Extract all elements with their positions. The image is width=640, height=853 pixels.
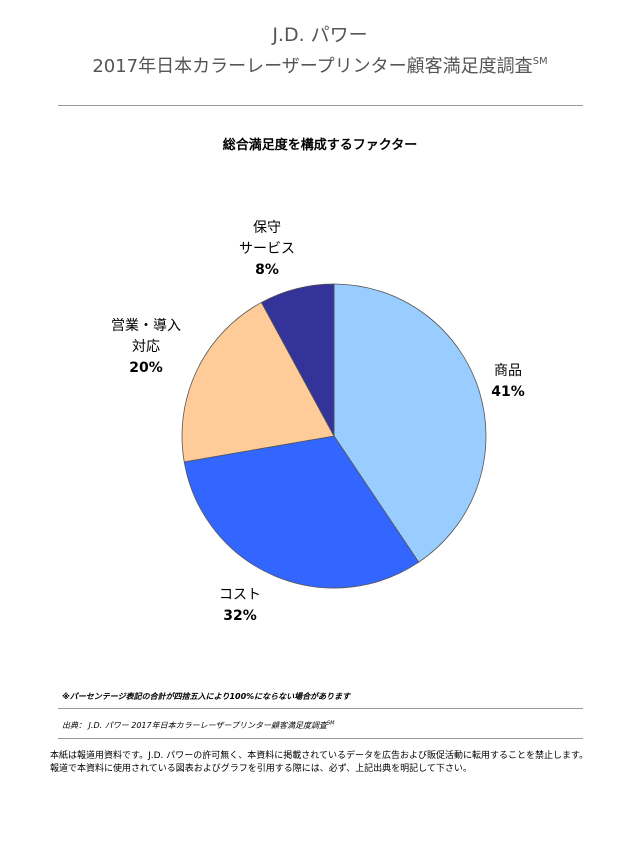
slice-label-sales-name-1: 営業・導入 [111,318,181,334]
slice-label-product: 商品 41% [478,361,538,403]
slice-label-sales-value: 20% [129,360,163,376]
survey-title-text: 2017年日本カラーレーザープリンター顧客満足度調査 [92,56,533,77]
service-mark: SM [532,56,548,67]
disclaimer-text-2: 報道で本資料に使用されている図表およびグラフを引用する際には、必ず、上記出典を明… [50,764,472,774]
survey-title: 2017年日本カラーレーザープリンター顧客満足度調査SM [0,52,640,78]
source-divider [58,738,583,739]
pie-slice-cost [183,435,420,589]
slice-label-cost-value: 32% [223,608,257,624]
disclaimer: 本紙は報道用資料です。J.D. パワーの許可無く、本資料に掲載されているデータを… [50,750,595,776]
slice-label-cost: コスト 32% [205,585,275,627]
pie-slice-maintenance [260,283,335,437]
slice-label-product-name: 商品 [494,363,522,379]
slice-label-sales-name-2: 対応 [132,339,160,355]
slice-label-maintenance: 保守 サービス 8% [222,218,312,281]
rounding-note: ※パーセンテージ表記の合計が四捨五入により100%にならない場合があります [62,692,351,701]
source-label: 出典： [62,721,86,730]
pie-slice-product [333,283,487,563]
header-divider [58,105,583,106]
brand-title: J.D. パワー [272,24,368,46]
slice-label-maintenance-value: 8% [255,262,279,278]
slice-label-cost-name: コスト [219,587,261,603]
source-service-mark: SM [326,720,335,727]
source-text: J.D. パワー 2017年日本カラーレーザープリンター顧客満足度調査 [88,721,327,730]
note-divider [58,708,583,709]
chart-title: 総合満足度を構成するファクター [222,138,418,153]
source-line: 出典： J.D. パワー 2017年日本カラーレーザープリンター顧客満足度調査S… [62,720,334,731]
slice-label-sales: 営業・導入 対応 20% [98,316,194,379]
pie-slice-sales [181,301,335,463]
disclaimer-text-1: 本紙は報道用資料です。J.D. パワーの許可無く、本資料に掲載されているデータを… [50,751,589,761]
slice-label-maintenance-name-2: サービス [239,241,295,257]
slice-label-maintenance-name-1: 保守 [253,220,281,236]
slice-label-product-value: 41% [491,384,525,400]
